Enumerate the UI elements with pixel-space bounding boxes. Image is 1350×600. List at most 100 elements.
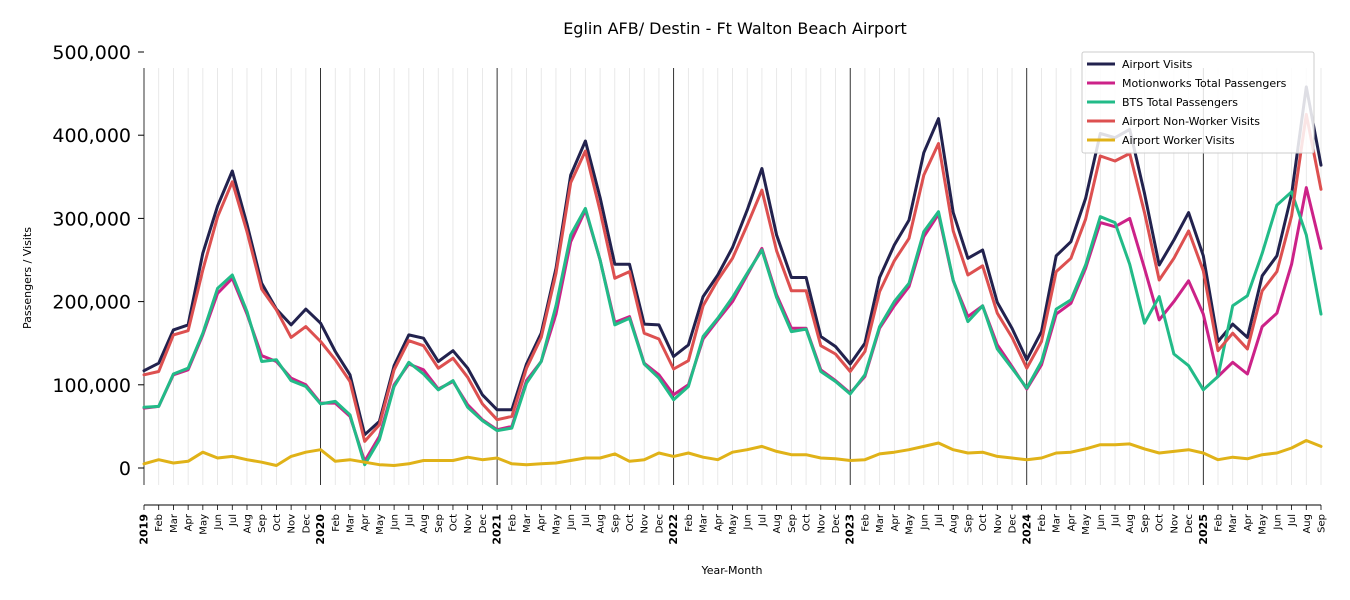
legend-label: Airport Visits (1122, 58, 1193, 71)
x-tick-label: Sep (963, 514, 974, 533)
x-tick-label: 2020 (314, 514, 327, 545)
x-tick-label: May (375, 514, 386, 535)
x-tick-label: 2022 (667, 514, 680, 545)
x-tick-label: Nov (640, 514, 651, 534)
x-tick-label: Nov (463, 514, 474, 534)
x-tick-label: Nov (287, 514, 298, 534)
x-tick-label: Jul (1287, 514, 1298, 527)
x-tick-label: May (728, 514, 739, 535)
grid-layer (143, 68, 1322, 485)
x-tick-label: Mar (169, 513, 180, 533)
x-tick-label: Sep (434, 514, 445, 533)
x-tick-label: Aug (419, 514, 430, 534)
x-tick-label: Sep (1317, 514, 1328, 533)
series-line-airport-non-worker-visits (142, 112, 1323, 443)
x-tick-label: Dec (301, 514, 312, 533)
x-tick-label: Oct (448, 514, 459, 531)
series-line-airport-worker-visits (142, 439, 1323, 467)
x-tick-label: Jun (919, 514, 930, 531)
x-tick-label: Dec (654, 514, 665, 533)
x-tick-label: Oct (978, 514, 989, 531)
x-tick-label: Jul (581, 514, 592, 527)
y-tick-label: 400,000 (52, 125, 131, 147)
x-tick-label: Nov (816, 514, 827, 534)
x-tick-label: Sep (610, 514, 621, 533)
legend-label: Motionworks Total Passengers (1122, 77, 1287, 90)
x-tick-label: Apr (1066, 513, 1077, 531)
legend-label: BTS Total Passengers (1122, 96, 1238, 109)
legend-label: Airport Non-Worker Visits (1122, 115, 1260, 128)
x-tick-label: Apr (184, 513, 195, 531)
chart-title: Eglin AFB/ Destin - Ft Walton Beach Airp… (563, 19, 907, 38)
x-tick-label: Aug (772, 514, 783, 534)
x-tick-label: Dec (478, 514, 489, 533)
x-tick-label: Apr (890, 513, 901, 531)
y-tick-label: 100,000 (52, 375, 131, 397)
x-tick-label: Mar (699, 513, 710, 533)
x-tick-label: Feb (860, 514, 871, 532)
x-tick-label: Mar (1052, 513, 1063, 533)
series-layer (142, 85, 1323, 467)
x-tick-label: Oct (802, 514, 813, 531)
x-tick-label: 2025 (1197, 514, 1210, 545)
legend-label: Airport Worker Visits (1122, 134, 1235, 147)
x-tick-label: 2023 (844, 514, 857, 545)
y-tick-label: 300,000 (52, 208, 131, 230)
x-tick-label: May (198, 514, 209, 535)
x-tick-label: Aug (596, 514, 607, 534)
x-tick-label: Apr (1243, 513, 1254, 531)
x-tick-label: Mar (522, 513, 533, 533)
x-tick-label: May (1081, 514, 1092, 535)
y-tick-label: 0 (119, 458, 131, 480)
x-tick-label: Dec (831, 514, 842, 533)
x-tick-label: Mar (875, 513, 886, 533)
x-tick-label: Jul (934, 514, 945, 527)
x-tick-label: 2019 (138, 514, 151, 545)
axis-layer: 2019 Feb Mar Apr May Jun Jul Aug Sep Oct Nov Dec 202… (52, 42, 1327, 545)
y-tick-label: 500,000 (52, 42, 131, 64)
x-tick-label: Aug (1125, 514, 1136, 534)
x-tick-label: Apr (713, 513, 724, 531)
x-tick-label: Oct (625, 514, 636, 531)
chart-legend: Airport Visits Motionworks Total Passenge… (1081, 51, 1315, 154)
x-tick-label: Sep (257, 514, 268, 533)
x-tick-label: Feb (331, 514, 342, 532)
x-tick-label: Mar (1228, 513, 1239, 533)
x-tick-label: Feb (507, 514, 518, 532)
x-tick-label: Jun (213, 514, 224, 531)
x-tick-label: Jun (390, 514, 401, 531)
x-tick-label: Apr (537, 513, 548, 531)
x-tick-label: Jul (228, 514, 239, 527)
series-line-bts-total-passengers (142, 190, 1323, 467)
x-tick-label: Mar (345, 513, 356, 533)
x-tick-label: Aug (1302, 514, 1313, 534)
x-tick-label: Aug (949, 514, 960, 534)
y-axis-label: Passengers / Visits (21, 227, 34, 329)
x-tick-label: Nov (1169, 514, 1180, 534)
x-tick-label: May (551, 514, 562, 535)
x-tick-label: Dec (1184, 514, 1195, 533)
x-tick-label: 2024 (1020, 514, 1033, 545)
x-tick-label: Jun (743, 514, 754, 531)
y-tick-label: 200,000 (52, 292, 131, 314)
x-tick-label: Sep (1140, 514, 1151, 533)
x-tick-label: Oct (272, 514, 283, 531)
x-tick-label: Dec (1008, 514, 1019, 533)
x-axis-label: Year-Month (700, 564, 762, 577)
x-tick-label: Jul (757, 514, 768, 527)
x-tick-label: Jun (1096, 514, 1107, 531)
x-tick-label: Jul (1111, 514, 1122, 527)
x-tick-label: May (905, 514, 916, 535)
x-tick-label: May (1258, 514, 1269, 535)
x-tick-label: Feb (1037, 514, 1048, 532)
x-tick-label: Jun (566, 514, 577, 531)
x-tick-label: Jun (1272, 514, 1283, 531)
x-tick-label: Jul (404, 514, 415, 527)
x-tick-label: Feb (684, 514, 695, 532)
x-tick-label: Oct (1155, 514, 1166, 531)
x-tick-label: Apr (360, 513, 371, 531)
x-tick-label: Feb (1214, 514, 1225, 532)
x-tick-label: Aug (242, 514, 253, 534)
x-tick-label: 2021 (491, 514, 504, 545)
